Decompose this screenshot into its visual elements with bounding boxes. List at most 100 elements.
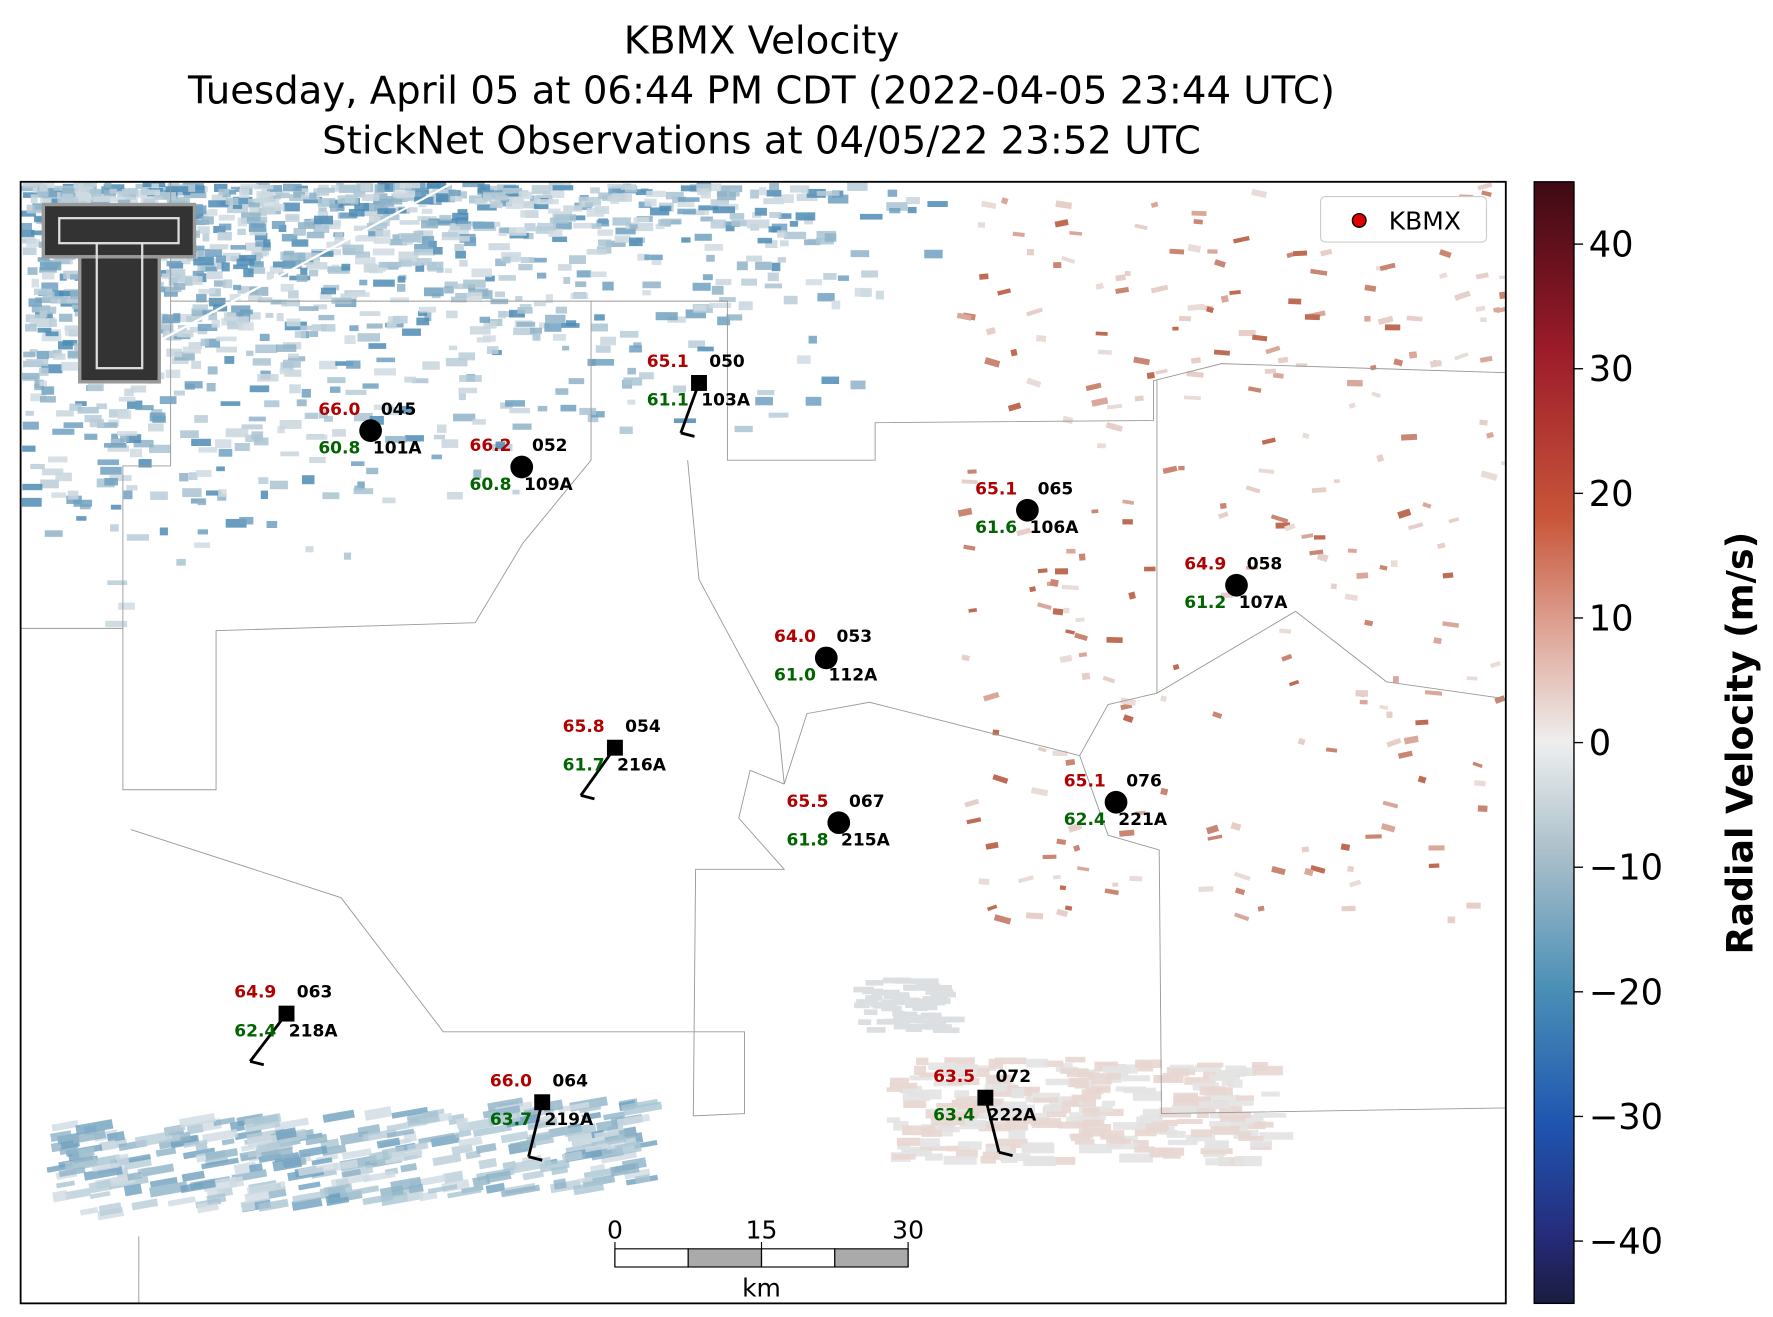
radar-echo <box>1102 675 1116 684</box>
radar-echo <box>1251 334 1268 342</box>
radar-echo <box>417 216 437 221</box>
radar-echo <box>443 1170 464 1184</box>
radar-echo <box>386 321 397 329</box>
radar-echo <box>1060 1068 1089 1074</box>
radar-echo <box>538 322 550 329</box>
radar-beam-gap <box>158 181 456 342</box>
radar-echo <box>483 321 497 329</box>
radar-echo <box>42 291 55 299</box>
radar-echo <box>561 323 580 328</box>
radar-echo <box>1102 1066 1131 1073</box>
radar-echo <box>149 1181 189 1198</box>
station-dewpoint: 61.6 <box>975 518 1017 538</box>
radar-echo <box>1006 1114 1031 1124</box>
radar-echo <box>537 272 547 279</box>
radar-echo <box>182 1147 216 1160</box>
radar-echo <box>326 241 339 248</box>
radar-echo <box>1406 315 1423 322</box>
radar-echo <box>25 410 34 416</box>
radar-echo <box>162 314 181 324</box>
radar-echo <box>294 331 307 338</box>
radar-echo <box>914 1065 927 1076</box>
radar-echo <box>1069 231 1083 236</box>
radar-echo <box>1104 888 1119 896</box>
radar-echo <box>1187 243 1201 253</box>
radar-echo <box>1094 1061 1119 1071</box>
radar-echo <box>390 297 409 303</box>
radar-echo <box>1238 1131 1252 1141</box>
radar-echo <box>169 196 190 205</box>
radar-echo <box>1261 1091 1280 1097</box>
radar-echo <box>1365 834 1382 839</box>
radar-echo <box>1204 1140 1229 1150</box>
radar-echo <box>1207 834 1223 841</box>
radar-echo <box>243 268 254 278</box>
radar-echo <box>107 445 130 452</box>
station-marker <box>1225 573 1248 597</box>
radar-echo <box>1122 714 1134 723</box>
radar-echo <box>1030 1118 1061 1126</box>
radar-echo <box>1124 271 1131 277</box>
radar-echo <box>555 388 569 395</box>
radar-echo <box>1252 1065 1283 1076</box>
radar-echo <box>1466 902 1481 909</box>
radar-echo <box>569 215 586 221</box>
radar-echo <box>223 279 233 289</box>
radar-echo <box>898 1017 926 1024</box>
radar-echo <box>1178 465 1185 471</box>
radar-echo <box>293 191 305 198</box>
radar-echo <box>171 357 189 365</box>
radar-echo <box>349 325 359 332</box>
radar-echo <box>837 275 849 281</box>
radar-echo <box>293 228 306 236</box>
radar-echo <box>996 1104 1015 1114</box>
radar-echo <box>936 1016 965 1023</box>
radar-echo <box>563 1123 597 1137</box>
radar-echo <box>398 258 412 267</box>
radar-echo <box>769 183 779 191</box>
radar-echo <box>771 262 781 272</box>
radar-echo <box>817 293 835 302</box>
radar-echo <box>186 315 202 323</box>
radar-echo <box>1078 553 1086 561</box>
radar-echo <box>957 1102 986 1110</box>
radar-echo <box>234 443 250 451</box>
radar-echo <box>1376 454 1385 463</box>
radar-echo <box>297 1162 338 1177</box>
radar-echo <box>597 229 613 236</box>
radar-echo <box>1424 690 1443 696</box>
radar-echo <box>1091 397 1109 407</box>
radar-echo <box>22 372 40 380</box>
radar-echo <box>911 998 929 1005</box>
radar-echo <box>405 435 424 442</box>
radar-echo <box>677 197 700 202</box>
radar-echo <box>50 296 73 304</box>
radar-echo <box>249 207 268 216</box>
radar-echo <box>407 191 428 200</box>
radar-echo <box>283 250 295 256</box>
radar-echo <box>769 212 782 218</box>
radar-echo <box>56 410 74 417</box>
radar-echo <box>238 322 254 331</box>
radar-echo <box>1081 1127 1106 1137</box>
radar-echo <box>165 369 181 379</box>
scale-bar-segment <box>687 1248 763 1268</box>
radar-echo <box>319 292 332 300</box>
radar-echo <box>1092 1085 1111 1093</box>
radar-echo <box>1433 637 1442 645</box>
radar-echo <box>915 1057 929 1066</box>
radar-echo <box>390 1176 422 1192</box>
radar-echo <box>202 1128 238 1143</box>
radar-echo <box>377 182 396 192</box>
radar-echo <box>380 199 403 205</box>
radar-echo <box>458 393 466 401</box>
radar-echo <box>28 298 42 307</box>
radar-echo <box>121 188 139 196</box>
radar-echo <box>850 380 866 390</box>
radar-echo <box>1341 905 1356 912</box>
radar-echo <box>205 1147 239 1161</box>
radar-echo <box>249 261 264 268</box>
radar-echo <box>297 252 320 261</box>
radar-echo <box>353 412 373 422</box>
radar-echo <box>485 275 495 282</box>
